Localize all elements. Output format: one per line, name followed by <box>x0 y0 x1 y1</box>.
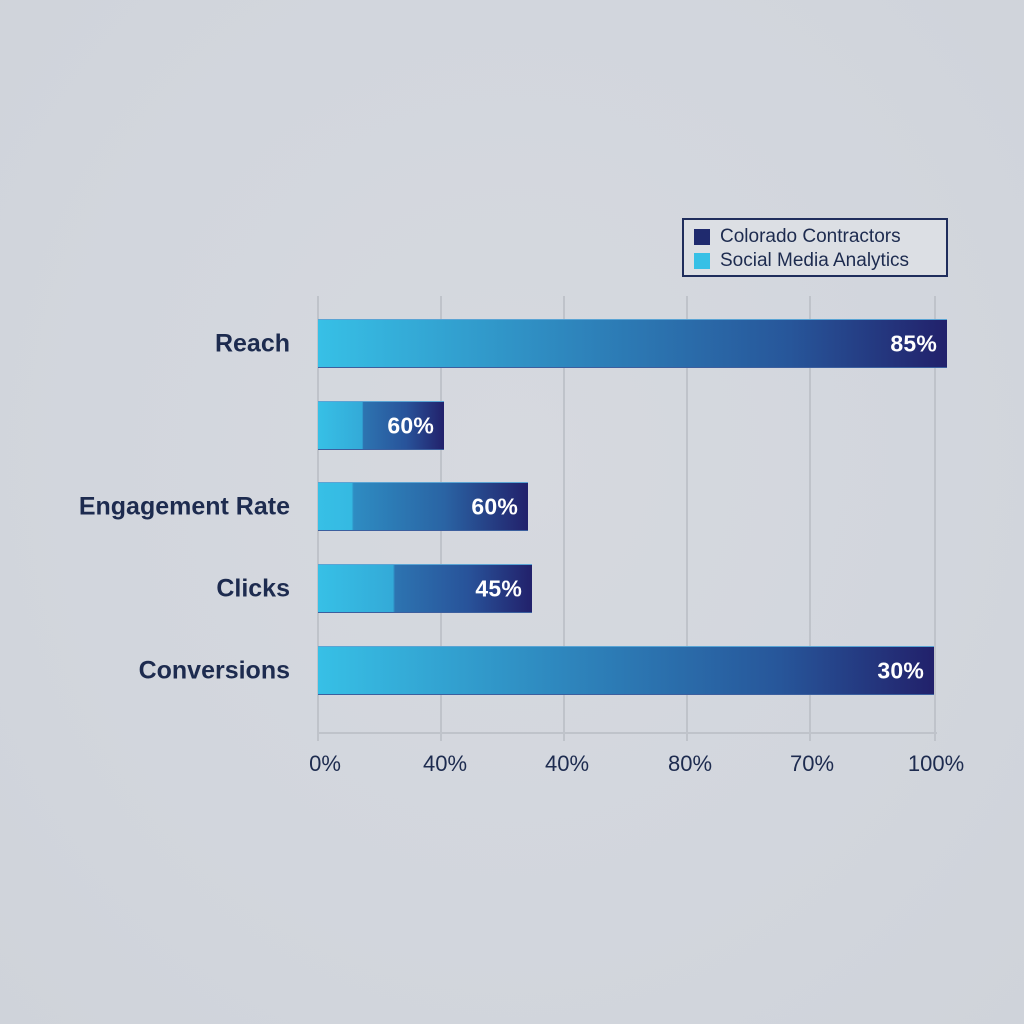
bar-engagement-rate: 60% <box>318 482 528 531</box>
legend-item-colorado-contractors: Colorado Contractors <box>694 225 946 249</box>
category-label-engagement-rate: Engagement Rate <box>78 492 290 521</box>
legend-item-social-media-analytics: Social Media Analytics <box>694 249 946 273</box>
x-tick-label-3: 80% <box>667 751 713 776</box>
x-axis-baseline <box>318 732 937 734</box>
bar-value-label: 60% <box>387 412 434 438</box>
bar-unlabeled: 60% <box>318 401 444 450</box>
x-tick-label-2: 40% <box>544 751 590 776</box>
chart-legend: Colorado Contractors Social Media Analyt… <box>682 218 948 277</box>
legend-label: Social Media Analytics <box>720 250 910 271</box>
x-tick-label-4: 70% <box>789 751 835 776</box>
legend-swatch-cyan <box>694 253 710 269</box>
legend-swatch-dark-blue <box>694 229 710 245</box>
bar-value-label: 30% <box>877 657 924 683</box>
x-tick-label-0: 0% <box>309 751 341 776</box>
x-tick-label-5: 100% <box>907 751 965 776</box>
gridline-3 <box>686 296 688 741</box>
bar-value-label: 85% <box>890 330 937 356</box>
category-label-clicks: Clicks <box>216 574 290 603</box>
bar-reach: 85% <box>318 319 947 368</box>
x-tick-label-1: 40% <box>422 751 468 776</box>
category-label-conversions: Conversions <box>138 656 290 685</box>
gridline-4 <box>809 296 811 741</box>
bar-clicks: 45% <box>318 564 532 613</box>
legend-label: Colorado Contractors <box>720 226 901 247</box>
bar-value-label: 45% <box>475 575 522 601</box>
gridline-5 <box>934 296 936 741</box>
bar-conversions: 30% <box>318 646 934 695</box>
gridline-2 <box>563 296 565 741</box>
category-label-reach: Reach <box>214 329 290 358</box>
bar-value-label: 60% <box>471 493 518 519</box>
